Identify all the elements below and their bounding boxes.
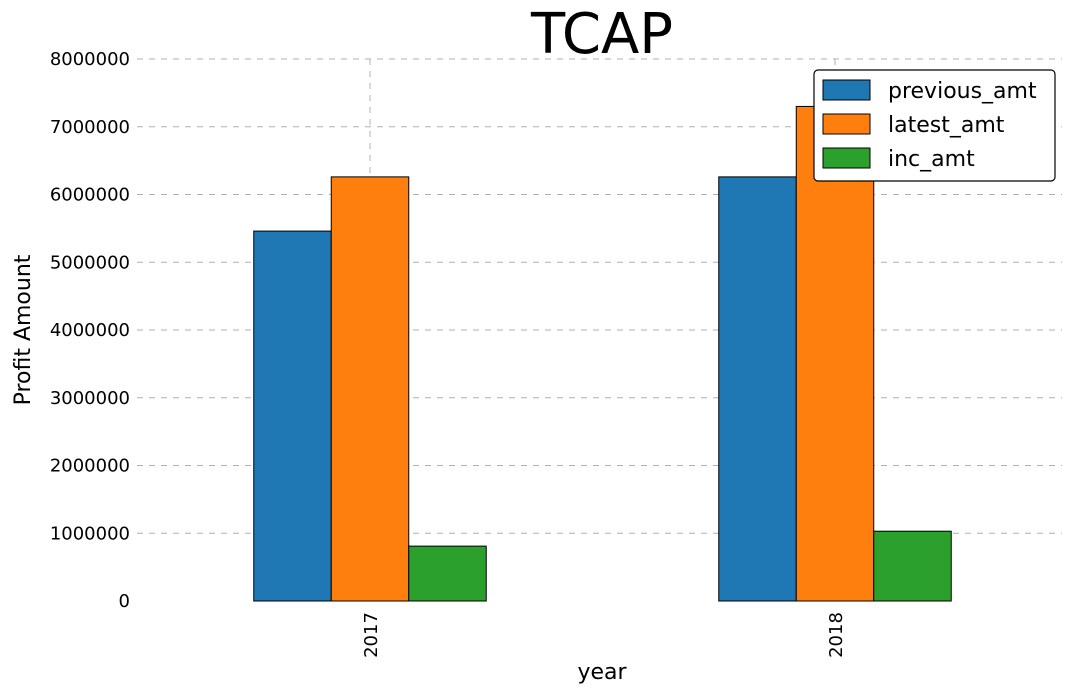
- y-axis-title: Profit Amount: [11, 254, 36, 405]
- legend-swatch-inc_amt: [822, 147, 871, 169]
- y-tick-label: 7000000: [50, 117, 130, 138]
- bar-previous_amt-2018: [718, 176, 797, 602]
- bars: [253, 105, 952, 602]
- bar-previous_amt-2017: [253, 230, 332, 602]
- bar-inc_amt-2017: [408, 545, 487, 602]
- chart-title: TCAP: [530, 2, 673, 67]
- x-tick-label: 2018: [826, 612, 847, 658]
- legend: previous_amt latest_amt inc_amt: [813, 69, 1056, 182]
- legend-label-latest_amt: latest_amt: [888, 113, 1005, 138]
- legend-swatch-previous_amt: [822, 79, 871, 101]
- y-tick-label: 2000000: [50, 456, 130, 477]
- x-tick-label: 2017: [361, 612, 382, 658]
- bar-latest_amt-2017: [330, 176, 410, 602]
- legend-swatch-latest_amt: [822, 113, 871, 135]
- x-axis-ticks: 2017 2018: [361, 612, 847, 658]
- y-tick-label: 5000000: [50, 252, 130, 273]
- y-tick-label: 3000000: [50, 388, 130, 409]
- legend-box: [813, 69, 1056, 182]
- bar-inc_amt-2018: [873, 530, 952, 602]
- legend-label-inc_amt: inc_amt: [888, 147, 975, 172]
- bar-latest_amt-2018: [795, 105, 875, 602]
- y-tick-label: 8000000: [50, 49, 130, 70]
- legend-label-previous_amt: previous_amt: [888, 79, 1037, 104]
- x-axis-title: year: [577, 660, 627, 685]
- y-tick-label: 0: [119, 591, 130, 612]
- y-axis-ticks: 0 1000000 2000000 3000000 4000000 5000000 6000…: [50, 49, 130, 612]
- y-tick-label: 1000000: [50, 523, 130, 544]
- y-tick-label: 4000000: [50, 320, 130, 341]
- y-tick-label: 6000000: [50, 185, 130, 206]
